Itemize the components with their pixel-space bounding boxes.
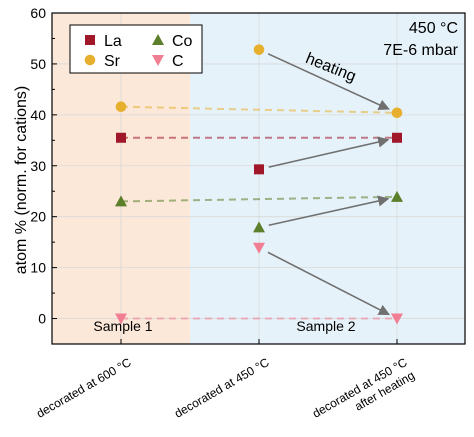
legend-marker-co [152,34,164,45]
y-tick-labels: 0 10 20 30 40 50 60 [30,5,46,327]
legend-label-sr: Sr [104,53,121,70]
point-c-2 [391,313,403,325]
y-axis-label: atom % (norm. for cations) [13,86,30,275]
x-tick-label-1: decorated at 450 °C [172,355,272,421]
region-sample-2 [190,13,465,344]
legend-label-co: Co [172,33,193,50]
y-tick-label-60: 60 [30,5,46,21]
point-la-1 [254,164,264,175]
legend-label-c: C [172,53,184,70]
y-tick-label-30: 30 [30,158,46,174]
dashed-reference-lines [120,105,398,320]
point-la-2 [392,132,402,143]
axes [51,12,466,345]
heating-arrows [267,53,390,316]
legend-label-la: La [104,33,122,50]
temperature-annotation: 450 °C [409,20,458,37]
dashed-line-sr [120,105,398,114]
y-tick-label-40: 40 [30,107,46,123]
sample-2-label: Sample 2 [296,318,355,334]
point-c-0 [115,313,127,325]
arrow-c [267,251,390,316]
point-sr-1 [253,44,265,55]
arrow-la [268,136,390,168]
sample-1-label: Sample 1 [93,318,152,334]
point-co-2 [391,190,403,202]
data-points [115,44,403,325]
y-tick-label-0: 0 [38,311,46,327]
y-tick-label-10: 10 [30,260,46,276]
point-co-1 [253,221,265,233]
legend: La Sr Co C [69,24,203,74]
arrow-sr [267,53,390,110]
point-sr-2 [391,107,403,119]
x-tick-label-0: decorated at 600 °C [34,355,134,421]
x-tick-label-1-line-0: decorated at 450 °C [172,355,272,421]
y-tick-label-50: 50 [30,56,46,72]
legend-marker-c [152,55,164,66]
point-la-0 [116,132,126,143]
legend-box [69,24,203,74]
arrow-co [268,195,390,227]
pressure-annotation: 7E-6 mbar [383,42,458,59]
legend-marker-la [85,35,95,45]
dashed-line-co [120,195,398,203]
point-c-1 [253,242,265,254]
legend-marker-sr [84,54,96,66]
y-tick-label-20: 20 [30,209,46,225]
x-tick-label-0-line-0: decorated at 600 °C [34,355,134,421]
x-tick-labels: decorated at 600 °C decorated at 450 °C de… [34,355,417,421]
point-sr-0 [115,101,127,112]
point-co-0 [115,195,127,207]
